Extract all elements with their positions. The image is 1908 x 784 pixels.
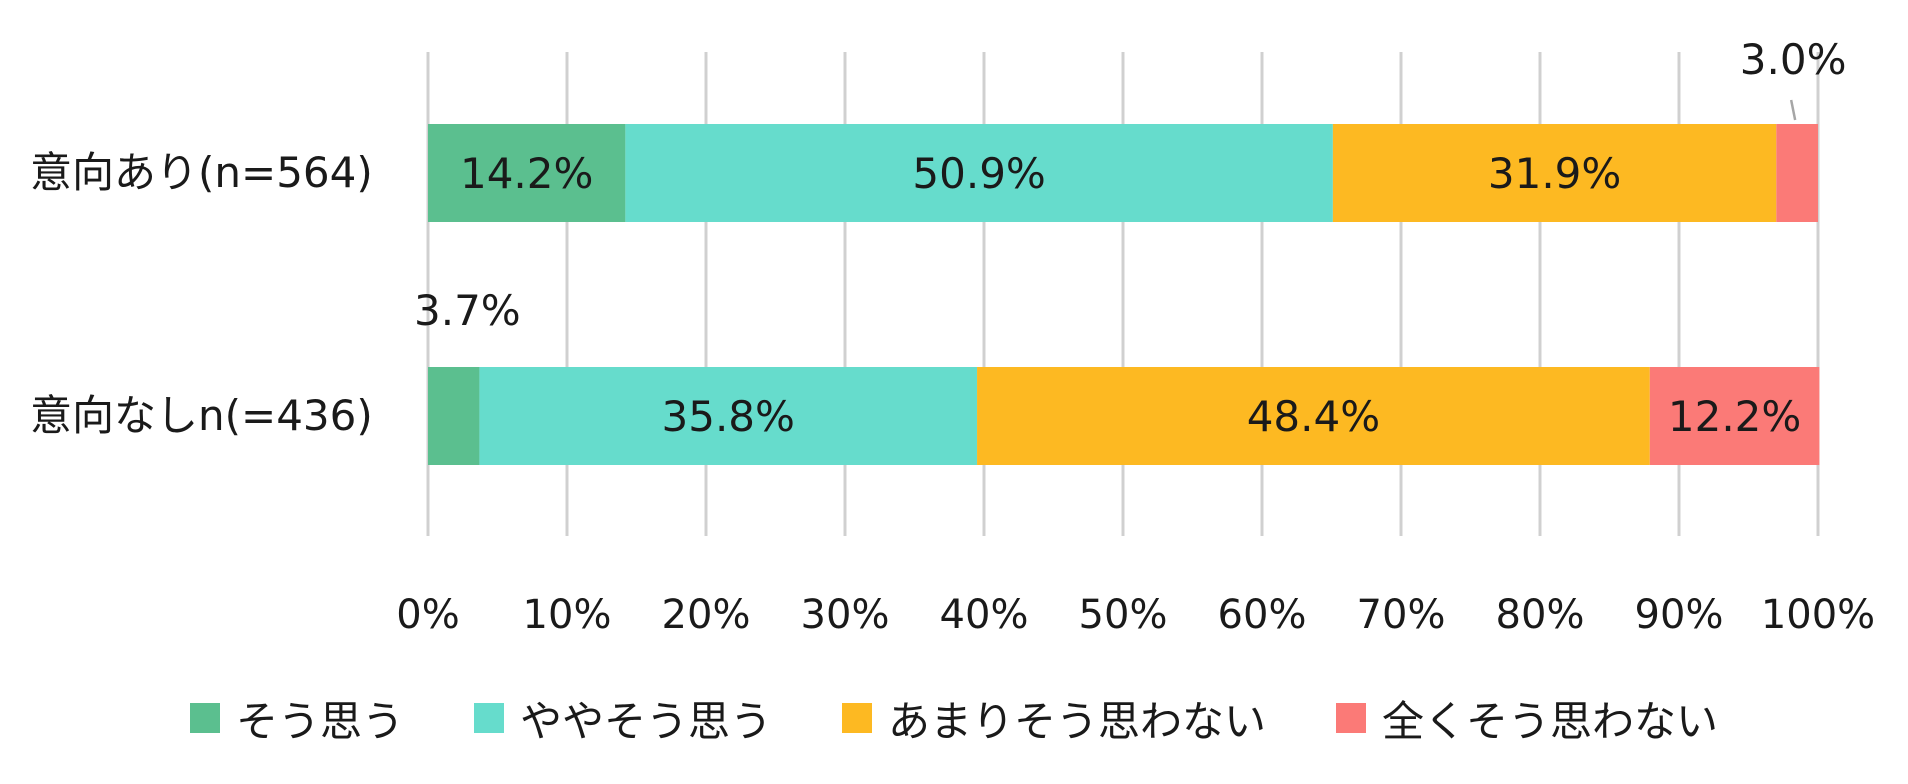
x-tick-label: 100% — [1761, 592, 1875, 638]
x-tick-label: 30% — [801, 592, 890, 638]
bar-segment — [428, 367, 480, 465]
x-tick-label: 80% — [1496, 592, 1585, 638]
bar-segment — [977, 367, 1650, 465]
category-label: 意向あり(n=564) — [30, 148, 373, 197]
legend-item: そう思う — [189, 688, 404, 749]
x-tick-label: 70% — [1357, 592, 1446, 638]
x-tick-label: 20% — [662, 592, 751, 638]
legend-item: 全くそう思わない — [1336, 688, 1718, 749]
legend-item: あまりそう思わない — [842, 688, 1266, 749]
bar-segment — [1332, 124, 1777, 222]
x-tick-label: 10% — [523, 592, 612, 638]
legend: そう思う ややそう思う あまりそう思わない 全くそう思わない — [0, 688, 1908, 748]
data-label: 31.9% — [1488, 149, 1621, 198]
x-tick-label: 90% — [1635, 592, 1724, 638]
data-label: 3.7% — [414, 286, 521, 335]
bar-segment — [1649, 367, 1820, 465]
legend-item: ややそう思う — [473, 688, 772, 749]
data-label: 50.9% — [912, 149, 1045, 198]
bar-segment — [1776, 124, 1818, 222]
legend-swatch — [189, 703, 220, 733]
data-label: 12.2% — [1668, 392, 1801, 441]
data-label: 35.8% — [662, 392, 795, 441]
bar-segment — [479, 367, 978, 465]
data-label: 48.4% — [1247, 392, 1380, 441]
legend-label: ややそう思う — [519, 696, 772, 746]
bar-segment — [625, 124, 1333, 222]
legend-swatch — [1336, 703, 1367, 733]
x-tick-label: 0% — [396, 592, 459, 638]
legend-label: そう思う — [235, 696, 404, 746]
legend-label: あまりそう思わない — [888, 696, 1267, 746]
legend-swatch — [473, 703, 504, 733]
legend-swatch — [842, 703, 872, 733]
bar-segment — [428, 124, 626, 222]
x-tick-label: 50% — [1079, 592, 1168, 638]
legend-label: 全くそう思わない — [1382, 696, 1719, 746]
category-label: 意向なしn(=436) — [30, 391, 373, 440]
x-tick-label: 60% — [1218, 592, 1307, 638]
x-tick-label: 40% — [940, 592, 1029, 638]
data-label: 3.0% — [1740, 35, 1847, 84]
plot-area: 0% 10% 20% 30% 40% 50% 60% 70% 80% 90% 100% 意向あり(n=… — [30, 35, 1875, 638]
data-label: 14.2% — [460, 149, 593, 198]
leader-line — [1789, 99, 1797, 121]
